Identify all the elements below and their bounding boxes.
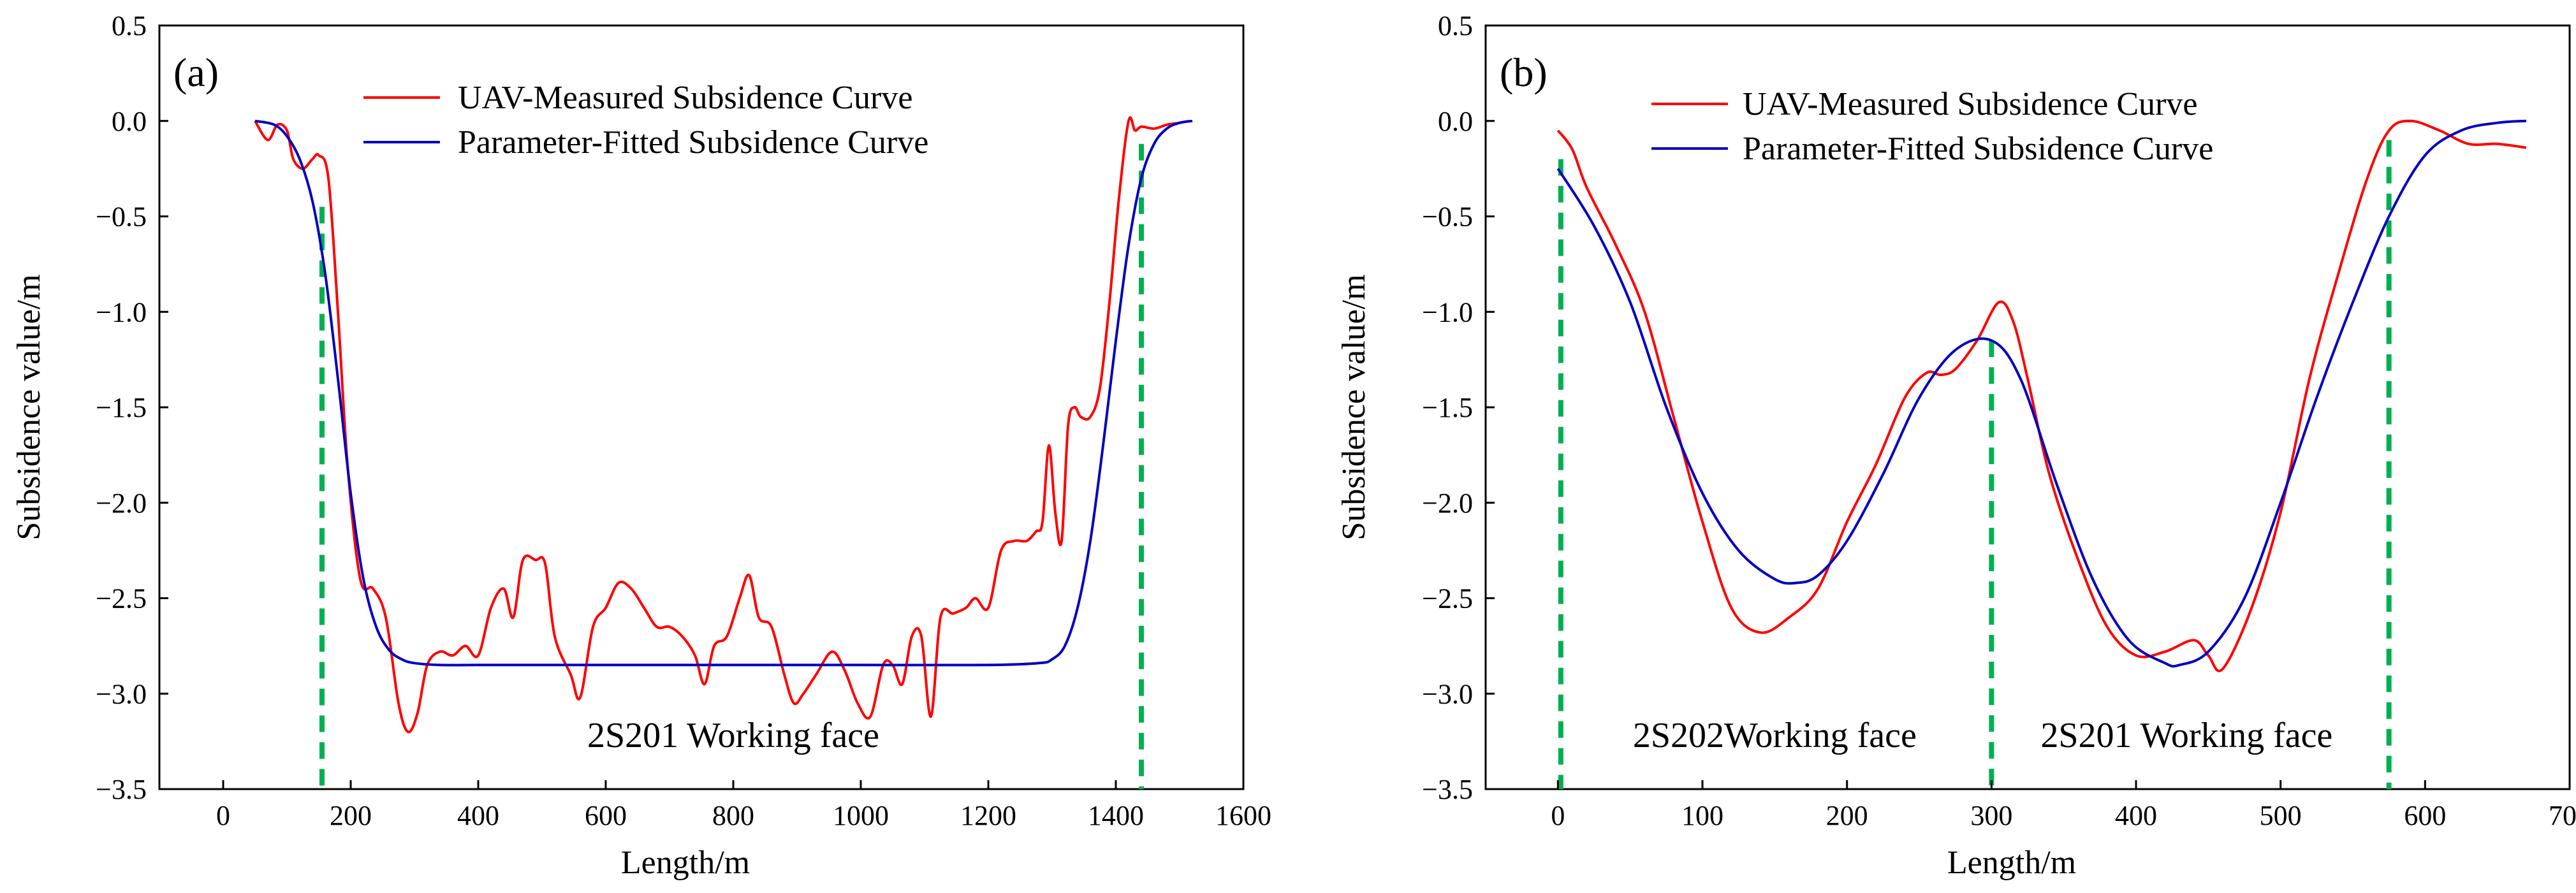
panel-letter: (a) [173,50,219,95]
legend-label-fitted: Parameter-Fitted Subsidence Curve [1743,131,2213,167]
x-tick-label: 600 [585,800,627,831]
series-line-measured [1556,119,2527,672]
x-tick-label: 400 [457,800,499,831]
y-tick-label: 0.5 [112,10,147,41]
x-tick-label: 100 [1681,800,1723,831]
y-tick-label: −3.5 [96,774,147,805]
y-tick-label: 0.0 [112,106,147,137]
legend-label-measured: UAV-Measured Subsidence Curve [1743,86,2197,122]
legend: UAV-Measured Subsidence Curve Parameter-… [363,80,928,161]
series-line-measured [254,116,1190,734]
y-tick-label: 0.0 [1438,106,1473,137]
y-tick-label: −2.5 [1422,583,1473,614]
legend: UAV-Measured Subsidence Curve Parameter-… [1651,86,2213,167]
x-tick-label: 600 [2404,800,2446,831]
y-tick-label: −2.0 [96,488,147,519]
y-tick-label: −3.0 [96,678,147,709]
y-tick-label: 0.5 [1438,10,1473,41]
x-tick-label: 1400 [1088,800,1144,831]
series-line-fitted [254,119,1193,667]
series-line-fitted [1556,119,2527,668]
chart-panel-a: 0 200 400 600 800 1000 1200 1400 1600 0.5 0.0 −0.5 −… [11,10,1271,881]
y-axis-title: Subsidence value/m [11,274,47,540]
y-tick-label: −1.0 [96,296,147,328]
x-tick-label: 700 [2549,800,2576,831]
x-tick-label: 1600 [1215,800,1271,831]
x-tick-label: 500 [2260,800,2302,831]
x-tick-label: 800 [712,800,754,831]
y-axis-title: Subsidence value/m [1336,274,1372,540]
y-tick-label: −0.5 [1422,201,1473,233]
y-tick-label: −1.0 [1422,296,1473,328]
y-tick-label: −3.0 [1422,678,1473,709]
annotation-working-face-2s202: 2S202Working face [1633,716,1917,755]
y-tick-label: −0.5 [96,201,147,233]
annotation-working-face-2s201: 2S201 Working face [2040,716,2332,755]
annotation-working-face: 2S201 Working face [587,716,879,755]
legend-label-measured: UAV-Measured Subsidence Curve [458,80,912,116]
y-tick-label: −1.5 [1422,392,1473,423]
x-tick-label: 0 [1551,800,1565,831]
x-tick-label: 0 [216,800,230,831]
y-tick-label: −2.0 [1422,488,1473,519]
x-axis-title: Length/m [621,845,750,881]
panel-letter: (b) [1500,50,1548,95]
y-tick-label: −2.5 [96,583,147,614]
y-tick-label: −3.5 [1422,774,1473,805]
y-tick-label: −1.5 [96,392,147,423]
x-tick-label: 1200 [960,800,1016,831]
chart-panel-b: 0 100 200 300 400 500 600 700 0.5 0.0 −0.5 −1.0 −1.5… [1336,10,2576,881]
x-tick-label: 400 [2115,800,2157,831]
x-tick-label: 200 [1826,800,1868,831]
x-tick-label: 1000 [833,800,889,831]
legend-label-fitted: Parameter-Fitted Subsidence Curve [458,124,928,161]
x-axis-title: Length/m [1947,845,2076,881]
x-tick-label: 300 [1970,800,2012,831]
x-tick-label: 200 [330,800,372,831]
